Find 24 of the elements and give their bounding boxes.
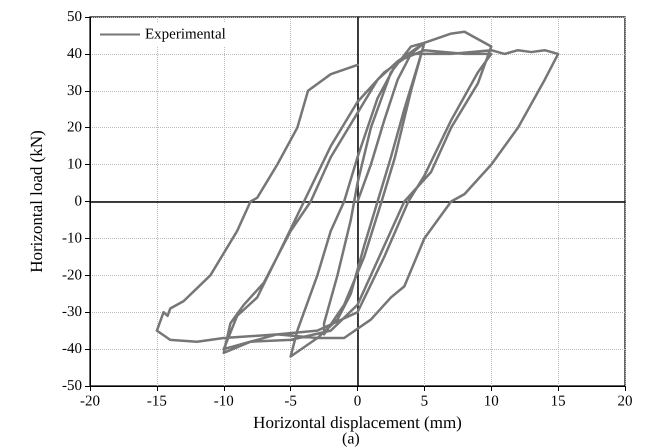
- x-tick-label: -10: [214, 394, 234, 410]
- x-tick-label: -15: [146, 394, 167, 410]
- y-axis-title: Horizontal load (kN): [27, 130, 46, 273]
- x-axis-title: Horizontal displacement (mm): [253, 413, 462, 432]
- x-tick-label: -20: [80, 394, 100, 410]
- x-tick-label: 5: [420, 394, 428, 410]
- y-tick-label: -20: [62, 267, 82, 284]
- y-tick-label: -40: [62, 341, 82, 358]
- x-tick-label: 10: [484, 394, 499, 410]
- x-tick-label: -5: [284, 394, 297, 410]
- y-tick-label: 50: [67, 9, 82, 25]
- x-tick-label: 15: [550, 394, 566, 410]
- y-tick-label: -10: [62, 230, 82, 246]
- x-tick-label: 20: [618, 394, 632, 410]
- x-tick-label: 0: [354, 394, 362, 410]
- y-tick-label: 40: [67, 46, 82, 62]
- y-tick-label: 30: [67, 82, 82, 99]
- legend-label: Experimental: [145, 26, 226, 42]
- y-tick-label: -30: [62, 304, 82, 320]
- y-tick-label: 10: [67, 156, 82, 173]
- y-tick-label: 20: [67, 120, 82, 136]
- y-tick-label: -50: [62, 378, 82, 394]
- y-tick-label: 0: [74, 194, 82, 210]
- text: (a): [342, 430, 360, 448]
